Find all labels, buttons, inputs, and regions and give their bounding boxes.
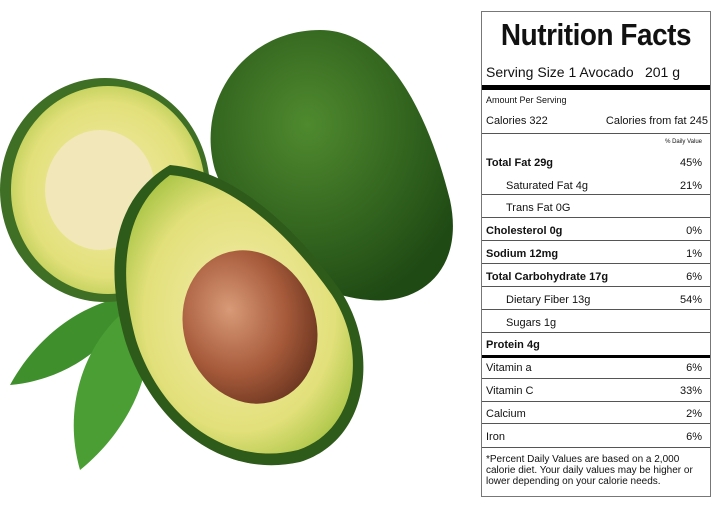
daily-value-header: % Daily Value	[486, 139, 702, 145]
divider	[482, 378, 710, 379]
nutrient-row: Total Carbohydrate 17g 6%	[486, 271, 702, 283]
nutrient-name: Dietary Fiber 13g	[506, 294, 591, 306]
nutrient-row: Cholesterol 0g 0%	[486, 225, 702, 237]
nutrition-facts-label: Nutrition Facts Serving Size 1 Avocado 2…	[481, 11, 711, 497]
dv-header-text: % Daily Value	[665, 139, 702, 145]
nutrient-dv: 1%	[686, 248, 702, 260]
divider	[482, 401, 710, 402]
nutrient-row: Calcium 2%	[486, 408, 702, 420]
footnote: *Percent Daily Values are based on a 2,0…	[486, 454, 693, 487]
nutrient-name: Saturated Fat 4g	[506, 180, 588, 192]
nutrient-dv: 45%	[679, 157, 702, 169]
nutrient-name: Vitamin a	[486, 362, 532, 374]
nutrient-name: Total Carbohydrate 17g	[486, 271, 609, 283]
divider	[482, 447, 710, 448]
divider	[482, 286, 710, 287]
nutrient-name: Iron	[486, 431, 505, 443]
divider	[482, 133, 710, 134]
nutrient-row: Iron 6%	[486, 431, 702, 443]
nutrient-row: Protein 4g	[486, 339, 702, 351]
nutrient-dv: 6%	[686, 362, 702, 374]
front-avocado-half	[114, 165, 364, 466]
divider	[482, 355, 710, 358]
nutrient-name: Protein 4g	[486, 339, 540, 351]
amount-per-serving: Amount Per Serving	[486, 95, 702, 105]
nutrient-row: Sodium 12mg 1%	[486, 248, 702, 260]
nutrient-row: Trans Fat 0G	[486, 202, 702, 214]
nutrient-row: Dietary Fiber 13g 54%	[486, 294, 702, 306]
divider	[482, 217, 710, 218]
nutrient-name: Total Fat 29g	[486, 157, 554, 169]
calories: Calories 322	[486, 115, 548, 127]
nutrient-dv: 2%	[686, 408, 702, 420]
divider	[482, 309, 710, 310]
avocado-photo	[0, 30, 453, 470]
nutrient-dv: 6%	[686, 271, 702, 283]
calories-from-fat: Calories from fat 245	[605, 115, 708, 127]
calories-row: Calories 322 Calories from fat 245	[486, 115, 708, 127]
nutrient-row: Sugars 1g	[486, 317, 702, 329]
nutrient-name: Sugars 1g	[506, 317, 557, 329]
serving-weight: 201 g	[644, 64, 680, 80]
nutrient-dv: 54%	[679, 294, 702, 306]
nutrient-dv: 33%	[679, 385, 702, 397]
divider	[482, 423, 710, 424]
divider	[482, 240, 710, 241]
nutrient-dv: 6%	[686, 431, 702, 443]
divider	[482, 332, 710, 333]
nutrient-row: Total Fat 29g 45%	[486, 157, 702, 169]
serving-row: Serving Size 1 Avocado 201 g	[486, 64, 702, 80]
nutrient-row: Saturated Fat 4g 21%	[486, 180, 702, 192]
divider	[482, 194, 710, 195]
nutrient-name: Trans Fat 0G	[506, 202, 571, 214]
amount-text: Amount Per Serving	[486, 95, 567, 105]
label-title: Nutrition Facts	[500, 17, 692, 52]
nutrient-row: Vitamin C 33%	[486, 385, 702, 397]
nutrient-name: Sodium 12mg	[486, 248, 559, 260]
nutrient-name: Calcium	[486, 408, 526, 420]
nutrient-dv: 0%	[686, 225, 702, 237]
serving-size: Serving Size 1 Avocado	[486, 64, 634, 80]
nutrient-dv: 21%	[679, 180, 702, 192]
divider	[482, 85, 710, 90]
divider	[482, 263, 710, 264]
nutrient-name: Cholesterol 0g	[486, 225, 563, 237]
nutrient-name: Vitamin C	[486, 385, 534, 397]
nutrient-row: Vitamin a 6%	[486, 362, 702, 374]
